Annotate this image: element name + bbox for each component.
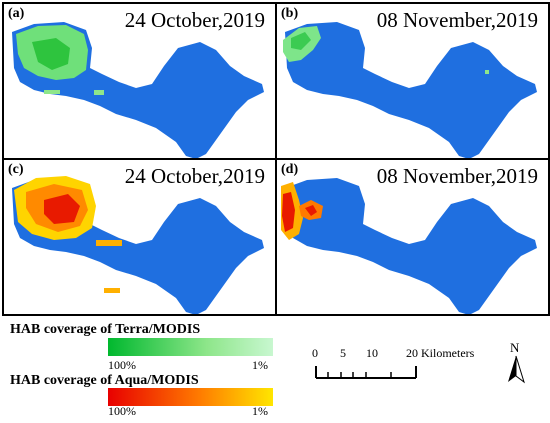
north-arrow-icon: N	[508, 340, 525, 384]
panel-date: 24 October,2019	[124, 8, 265, 32]
map-panel-b: (b) 08 November,2019	[275, 2, 550, 160]
hab-patch	[485, 70, 489, 74]
lake-map	[12, 22, 264, 158]
map-panel-a: (a) 24 October,2019	[2, 2, 277, 160]
scale-tick-label: 0	[312, 346, 318, 360]
hab-patch	[305, 205, 317, 216]
color-ramp-terra	[108, 338, 273, 356]
north-arrow: N	[500, 338, 534, 391]
panel-letter: (c)	[8, 162, 24, 177]
map-panel-c: (c) 24 October,2019	[2, 158, 277, 316]
lake-shape	[285, 22, 537, 158]
panel-letter: (a)	[8, 6, 25, 21]
panel-date: 08 November,2019	[376, 164, 538, 188]
panel-date: 08 November,2019	[376, 8, 538, 32]
map-panel-d: (d) 08 November,2019	[275, 158, 550, 316]
scale-tick-label: 10	[366, 346, 378, 360]
hab-patch	[104, 288, 120, 293]
panel-letter: (d)	[281, 162, 299, 177]
lake-map	[12, 176, 264, 314]
ramp-max-label: 1%	[252, 404, 268, 418]
lake-map	[281, 178, 537, 314]
hab-patch	[44, 90, 60, 94]
hab-patch	[282, 192, 295, 232]
ramp-max-label: 1%	[252, 358, 268, 372]
legend-title-terra: HAB coverage of Terra/MODIS	[10, 322, 201, 337]
color-ramp-aqua	[108, 388, 273, 406]
lake-map	[283, 22, 537, 158]
legend-title-aqua: HAB coverage of Aqua/MODIS	[10, 373, 199, 388]
scale-bar-graphic	[315, 366, 417, 379]
ramp-min-label: 100%	[108, 404, 136, 418]
hab-patch	[44, 194, 80, 224]
hab-patch	[291, 32, 311, 50]
panel-letter: (b)	[281, 6, 299, 21]
lake-shape	[285, 178, 537, 314]
ramp-min-label: 100%	[108, 358, 136, 372]
north-label: N	[510, 340, 520, 355]
panel-date: 24 October,2019	[124, 164, 265, 188]
hab-patch	[96, 240, 122, 246]
scale-tick-label: 20 Kilometers	[406, 346, 475, 360]
scale-tick-label: 5	[340, 346, 346, 360]
hab-patch	[32, 38, 70, 70]
hab-patch	[94, 90, 104, 95]
